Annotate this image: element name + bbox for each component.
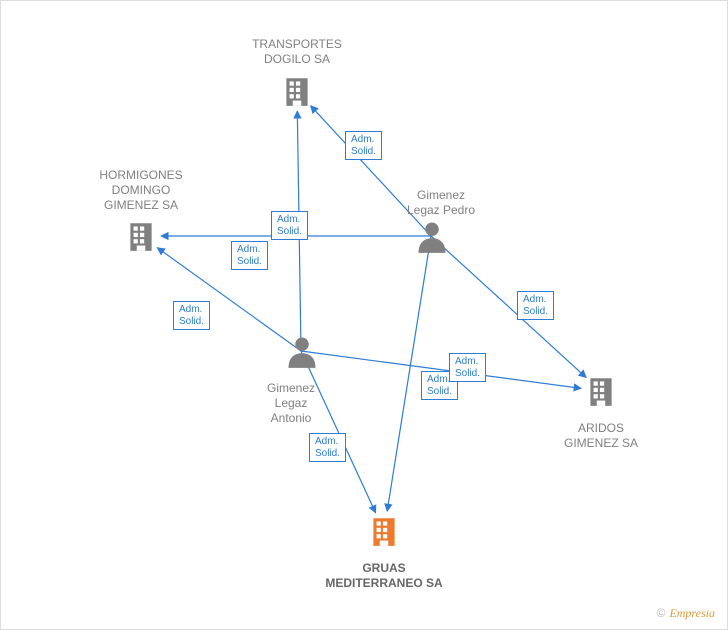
node-label: TRANSPORTES DOGILO SA	[227, 37, 367, 67]
edge-label: Adm. Solid.	[309, 433, 346, 462]
edge-label: Adm. Solid.	[231, 241, 268, 270]
edge-line	[157, 248, 301, 351]
node-label: Gimenez Legaz Pedro	[371, 188, 511, 218]
building-icon	[367, 514, 401, 548]
building-icon	[280, 74, 314, 108]
edge-label: Adm. Solid.	[271, 211, 308, 240]
brand-name: Empresia	[669, 606, 715, 620]
node-label: GRUAS MEDITERRANEO SA	[314, 561, 454, 591]
edge-label: Adm. Solid.	[517, 291, 554, 320]
copyright-symbol: ©	[657, 606, 666, 620]
edge-label: Adm. Solid.	[173, 301, 210, 330]
edge-label: Adm. Solid.	[345, 131, 382, 160]
node-label: ARIDOS GIMENEZ SA	[531, 421, 671, 451]
building-icon	[584, 374, 618, 408]
edge-line	[301, 351, 376, 513]
building-icon	[124, 219, 158, 253]
person-icon	[414, 219, 450, 253]
node-label: Gimenez Legaz Antonio	[221, 381, 361, 426]
edges-layer	[1, 1, 728, 630]
footer: ©Empresia	[657, 606, 715, 621]
person-icon	[284, 334, 320, 368]
edge-label: Adm. Solid.	[449, 353, 486, 382]
node-label: HORMIGONES DOMINGO GIMENEZ SA	[71, 168, 211, 213]
diagram-stage: TRANSPORTES DOGILO SA HORMIGONES DOMINGO…	[0, 0, 728, 630]
